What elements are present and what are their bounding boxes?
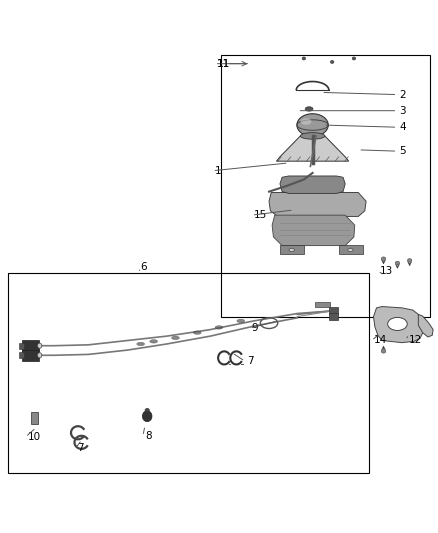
Bar [315,302,330,306]
Polygon shape [272,215,355,246]
Text: 15: 15 [254,210,267,220]
Text: 6: 6 [141,262,147,272]
Polygon shape [280,176,345,193]
Polygon shape [418,314,433,337]
Polygon shape [374,306,424,343]
Ellipse shape [193,331,201,334]
Ellipse shape [145,408,149,412]
Ellipse shape [352,57,356,60]
Bar [339,245,363,254]
Text: 4: 4 [399,122,406,132]
Ellipse shape [395,261,399,265]
Ellipse shape [289,248,294,252]
Ellipse shape [137,342,145,346]
Text: 11: 11 [217,59,230,69]
Bar [19,343,24,349]
Ellipse shape [388,318,407,330]
Polygon shape [269,192,366,216]
Bar [280,245,304,254]
Text: 14: 14 [374,335,387,345]
Bar [328,308,338,314]
Bar [22,350,39,360]
Ellipse shape [300,118,311,125]
Ellipse shape [38,343,42,349]
Ellipse shape [302,57,306,60]
Bar [22,341,39,351]
Text: 13: 13 [380,266,393,276]
Ellipse shape [381,350,386,353]
Ellipse shape [172,336,180,340]
Bar [328,313,338,320]
Ellipse shape [348,248,353,252]
Text: 11: 11 [217,59,230,69]
Bar [221,55,430,317]
Bar [19,352,24,358]
Ellipse shape [407,259,412,262]
Text: 1: 1 [215,166,221,176]
Ellipse shape [215,326,223,329]
Text: 2: 2 [399,90,406,100]
Ellipse shape [150,340,158,343]
Ellipse shape [300,133,325,139]
Text: 9: 9 [252,324,258,333]
Ellipse shape [142,411,152,422]
Text: 12: 12 [408,335,421,345]
Ellipse shape [305,107,313,111]
Text: 7: 7 [247,357,254,366]
Polygon shape [276,136,349,161]
Ellipse shape [38,353,42,358]
Text: 10: 10 [28,432,41,442]
Ellipse shape [330,60,334,63]
Text: 7: 7 [78,443,84,454]
Bar [8,273,369,473]
Bar [31,412,38,424]
Ellipse shape [381,257,386,261]
Text: 3: 3 [399,106,406,116]
Text: 8: 8 [145,431,152,441]
Ellipse shape [237,319,245,322]
Ellipse shape [297,114,328,136]
Text: 5: 5 [399,146,406,156]
